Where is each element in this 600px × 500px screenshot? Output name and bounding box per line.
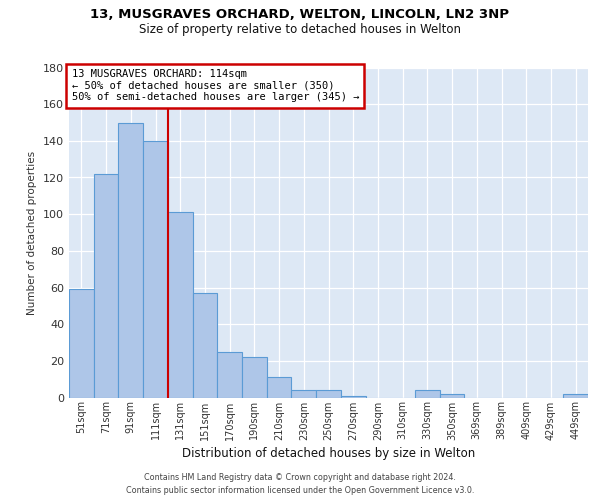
Bar	[563, 394, 588, 398]
Text: Size of property relative to detached houses in Welton: Size of property relative to detached ho…	[139, 22, 461, 36]
Text: Contains HM Land Registry data © Crown copyright and database right 2024.
Contai: Contains HM Land Registry data © Crown c…	[126, 473, 474, 495]
Text: 13 MUSGRAVES ORCHARD: 114sqm
← 50% of detached houses are smaller (350)
50% of s: 13 MUSGRAVES ORCHARD: 114sqm ← 50% of de…	[71, 69, 359, 102]
Bar	[69, 290, 94, 398]
Bar	[242, 357, 267, 398]
Bar	[217, 352, 242, 398]
Bar	[168, 212, 193, 398]
X-axis label: Distribution of detached houses by size in Welton: Distribution of detached houses by size …	[182, 446, 475, 460]
Bar	[316, 390, 341, 398]
Bar	[193, 293, 217, 398]
Bar	[292, 390, 316, 398]
Y-axis label: Number of detached properties: Number of detached properties	[28, 150, 37, 314]
Bar	[341, 396, 365, 398]
Bar	[118, 122, 143, 398]
Bar	[440, 394, 464, 398]
Text: 13, MUSGRAVES ORCHARD, WELTON, LINCOLN, LN2 3NP: 13, MUSGRAVES ORCHARD, WELTON, LINCOLN, …	[91, 8, 509, 20]
Bar	[415, 390, 440, 398]
Bar	[267, 378, 292, 398]
Bar	[94, 174, 118, 398]
Bar	[143, 141, 168, 398]
